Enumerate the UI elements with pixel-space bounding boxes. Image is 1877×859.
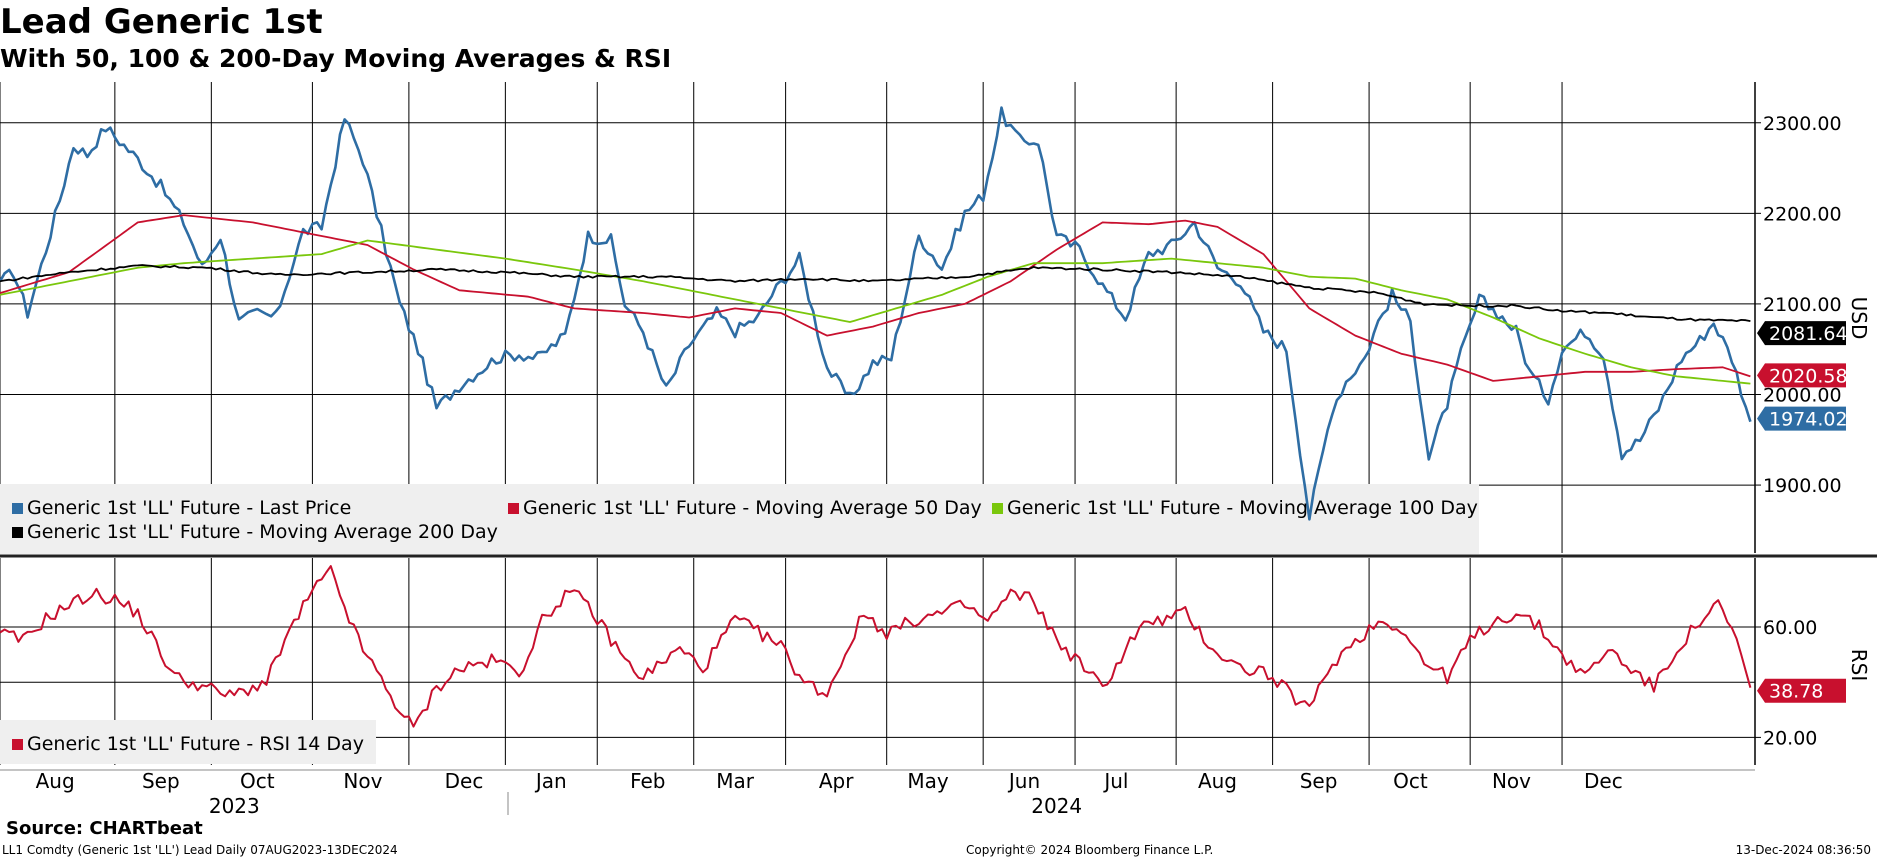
price-y-tick-label: 1900.00 bbox=[1763, 475, 1842, 497]
price-legend-background bbox=[0, 484, 1479, 554]
series-line-rsi bbox=[0, 565, 1752, 728]
series-layer bbox=[0, 106, 1752, 728]
timestamp: 13-Dec-2024 08:36:50 bbox=[1735, 843, 1871, 857]
series-line-ma200 bbox=[0, 264, 1751, 322]
x-month-label: Aug bbox=[1198, 769, 1237, 793]
x-month-label: Feb bbox=[630, 769, 665, 793]
rsi-y-tick-label: 60.00 bbox=[1763, 617, 1817, 639]
legend-layer: Generic 1st 'LL' Future - Last Price Gene… bbox=[12, 497, 1478, 755]
price-y-tick-label: 2100.00 bbox=[1763, 294, 1842, 316]
x-month-label: Jul bbox=[1102, 769, 1128, 793]
series-line-ma50 bbox=[0, 214, 1751, 382]
copyright-note: Copyright© 2024 Bloomberg Finance L.P. bbox=[966, 843, 1214, 857]
ma50-last-value-tag-box bbox=[1757, 363, 1846, 388]
legend-ma200-swatch bbox=[12, 527, 23, 538]
x-month-label: Dec bbox=[445, 769, 484, 793]
x-month-label: Oct bbox=[240, 769, 275, 793]
x-month-label: Mar bbox=[716, 769, 755, 793]
last-price-value-tag-box bbox=[1757, 406, 1846, 431]
rsi-y-tick-label: 20.00 bbox=[1763, 727, 1817, 749]
price-axis-title: USD bbox=[1847, 297, 1871, 340]
legend-rsi-swatch bbox=[12, 739, 23, 750]
ma200-last-value-tag-box bbox=[1757, 321, 1846, 346]
rsi-legend-background bbox=[0, 720, 376, 764]
x-month-label: Jun bbox=[1007, 769, 1040, 793]
x-year-label: 2023 bbox=[209, 794, 260, 818]
series-line-last_price bbox=[0, 106, 1752, 521]
x-year-label: 2024 bbox=[1031, 794, 1082, 818]
last-price-value-tag: 1974.02 bbox=[1757, 406, 1848, 431]
ma50-last-value-tag-text: 2020.58 bbox=[1769, 365, 1848, 387]
x-month-label: Sep bbox=[142, 769, 180, 793]
legend-ma100: Generic 1st 'LL' Future - Moving Average… bbox=[1007, 497, 1478, 519]
price-y-tick-label: 2200.00 bbox=[1763, 203, 1842, 225]
x-month-label: Jan bbox=[534, 769, 567, 793]
legend-ma100-swatch bbox=[992, 503, 1003, 514]
price-y-tick-label: 2300.00 bbox=[1763, 113, 1842, 135]
rsi-last-value-tag-text: 38.78 bbox=[1769, 681, 1823, 703]
x-month-label: Apr bbox=[819, 769, 854, 793]
legend-ma50: Generic 1st 'LL' Future - Moving Average… bbox=[523, 497, 982, 519]
legend-ma200: Generic 1st 'LL' Future - Moving Average… bbox=[27, 521, 498, 543]
rsi-last-value-tag: 38.78 bbox=[1757, 678, 1846, 703]
x-month-label: May bbox=[907, 769, 949, 793]
x-month-label: Dec bbox=[1584, 769, 1623, 793]
ticker-info: LL1 Comdty (Generic 1st 'LL') Lead Daily… bbox=[2, 843, 398, 857]
chart-subtitle: With 50, 100 & 200-Day Moving Averages &… bbox=[0, 44, 672, 73]
rsi-axis-title: RSI bbox=[1847, 649, 1871, 682]
legend-background-layer bbox=[0, 484, 1479, 764]
last-price-value-tag-text: 1974.02 bbox=[1769, 409, 1848, 431]
legend-rsi: Generic 1st 'LL' Future - RSI 14 Day bbox=[27, 733, 364, 755]
x-month-label: Nov bbox=[343, 769, 382, 793]
grid-layer bbox=[0, 82, 1877, 771]
legend-last-price: Generic 1st 'LL' Future - Last Price bbox=[27, 497, 351, 519]
x-month-label: Aug bbox=[36, 769, 75, 793]
rsi-last-value-tag-box bbox=[1757, 678, 1846, 703]
ma200-last-value-tag: 2081.64 bbox=[1757, 321, 1848, 346]
x-month-label: Sep bbox=[1300, 769, 1338, 793]
chart-title: Lead Generic 1st bbox=[0, 2, 323, 42]
axis-layer: 1900.00 2000.00 2100.00 2200.00 2300.00 20.00… bbox=[36, 82, 1871, 818]
legend-last-price-swatch bbox=[12, 503, 23, 514]
source-note: Source: CHARTbeat bbox=[6, 818, 203, 839]
ma50-last-value-tag: 2020.58 bbox=[1757, 363, 1848, 388]
x-month-label: Nov bbox=[1492, 769, 1531, 793]
price-y-tick-label: 2000.00 bbox=[1763, 384, 1842, 406]
x-month-label: Oct bbox=[1393, 769, 1428, 793]
legend-ma50-swatch bbox=[508, 503, 519, 514]
ma200-last-value-tag-text: 2081.64 bbox=[1769, 323, 1848, 345]
